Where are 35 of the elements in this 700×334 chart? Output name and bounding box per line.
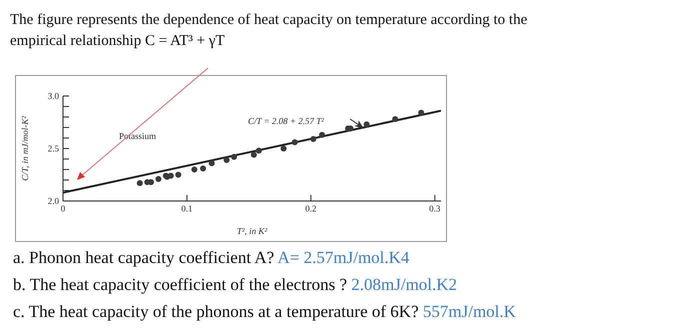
x-axis-title: T², in K² — [236, 226, 268, 236]
chart-title: The figure represents the dependence of heat capacity on temperature according to the empirical relationship C = AT³ + γT — [10, 11, 528, 51]
annotation: C/T = 2.08 + 2.57 T² — [248, 116, 324, 126]
point — [310, 136, 316, 142]
text: b. The heat capacity coefficient of the electrons ? — [13, 275, 348, 294]
y-tick-label: 2.0 — [48, 196, 60, 206]
text: a. Phonon heat capacity coefficient A? — [13, 248, 274, 267]
point — [224, 157, 230, 164]
y-tick-label: 3.0 — [48, 91, 60, 102]
point — [200, 165, 206, 172]
point — [208, 160, 215, 166]
text: 557mJ/mol.K — [422, 302, 516, 321]
point — [168, 172, 174, 179]
point — [231, 154, 238, 160]
point — [136, 180, 143, 186]
y-axis-title: C/T, in mJ/mol-K² — [20, 116, 30, 181]
point — [392, 116, 398, 122]
text: A= 2.57mJ/mol.K4 — [278, 248, 410, 267]
point — [155, 176, 162, 182]
point — [175, 172, 182, 178]
text: c. The heat capacity of the phonons at a temperature of 6K? — [13, 302, 419, 321]
point — [250, 152, 257, 158]
x-tick-label: 0.3 — [429, 203, 441, 214]
x-tick-label: 0.1 — [181, 203, 193, 214]
y-tick-label: 2.5 — [48, 144, 60, 154]
text: 2.08mJ/mol.K2 — [351, 275, 458, 294]
point — [418, 110, 424, 116]
point — [292, 139, 298, 146]
x-tick-label: 0 — [60, 203, 66, 214]
point — [319, 132, 326, 138]
point — [191, 166, 198, 172]
point — [280, 146, 287, 152]
point — [256, 148, 262, 154]
x-tick-label: 0.2 — [305, 203, 316, 214]
point — [364, 121, 370, 128]
